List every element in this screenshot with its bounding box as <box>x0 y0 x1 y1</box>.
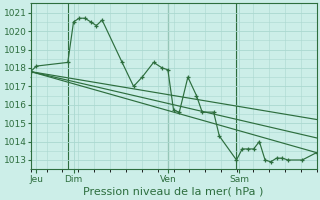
X-axis label: Pression niveau de la mer( hPa ): Pression niveau de la mer( hPa ) <box>84 187 264 197</box>
